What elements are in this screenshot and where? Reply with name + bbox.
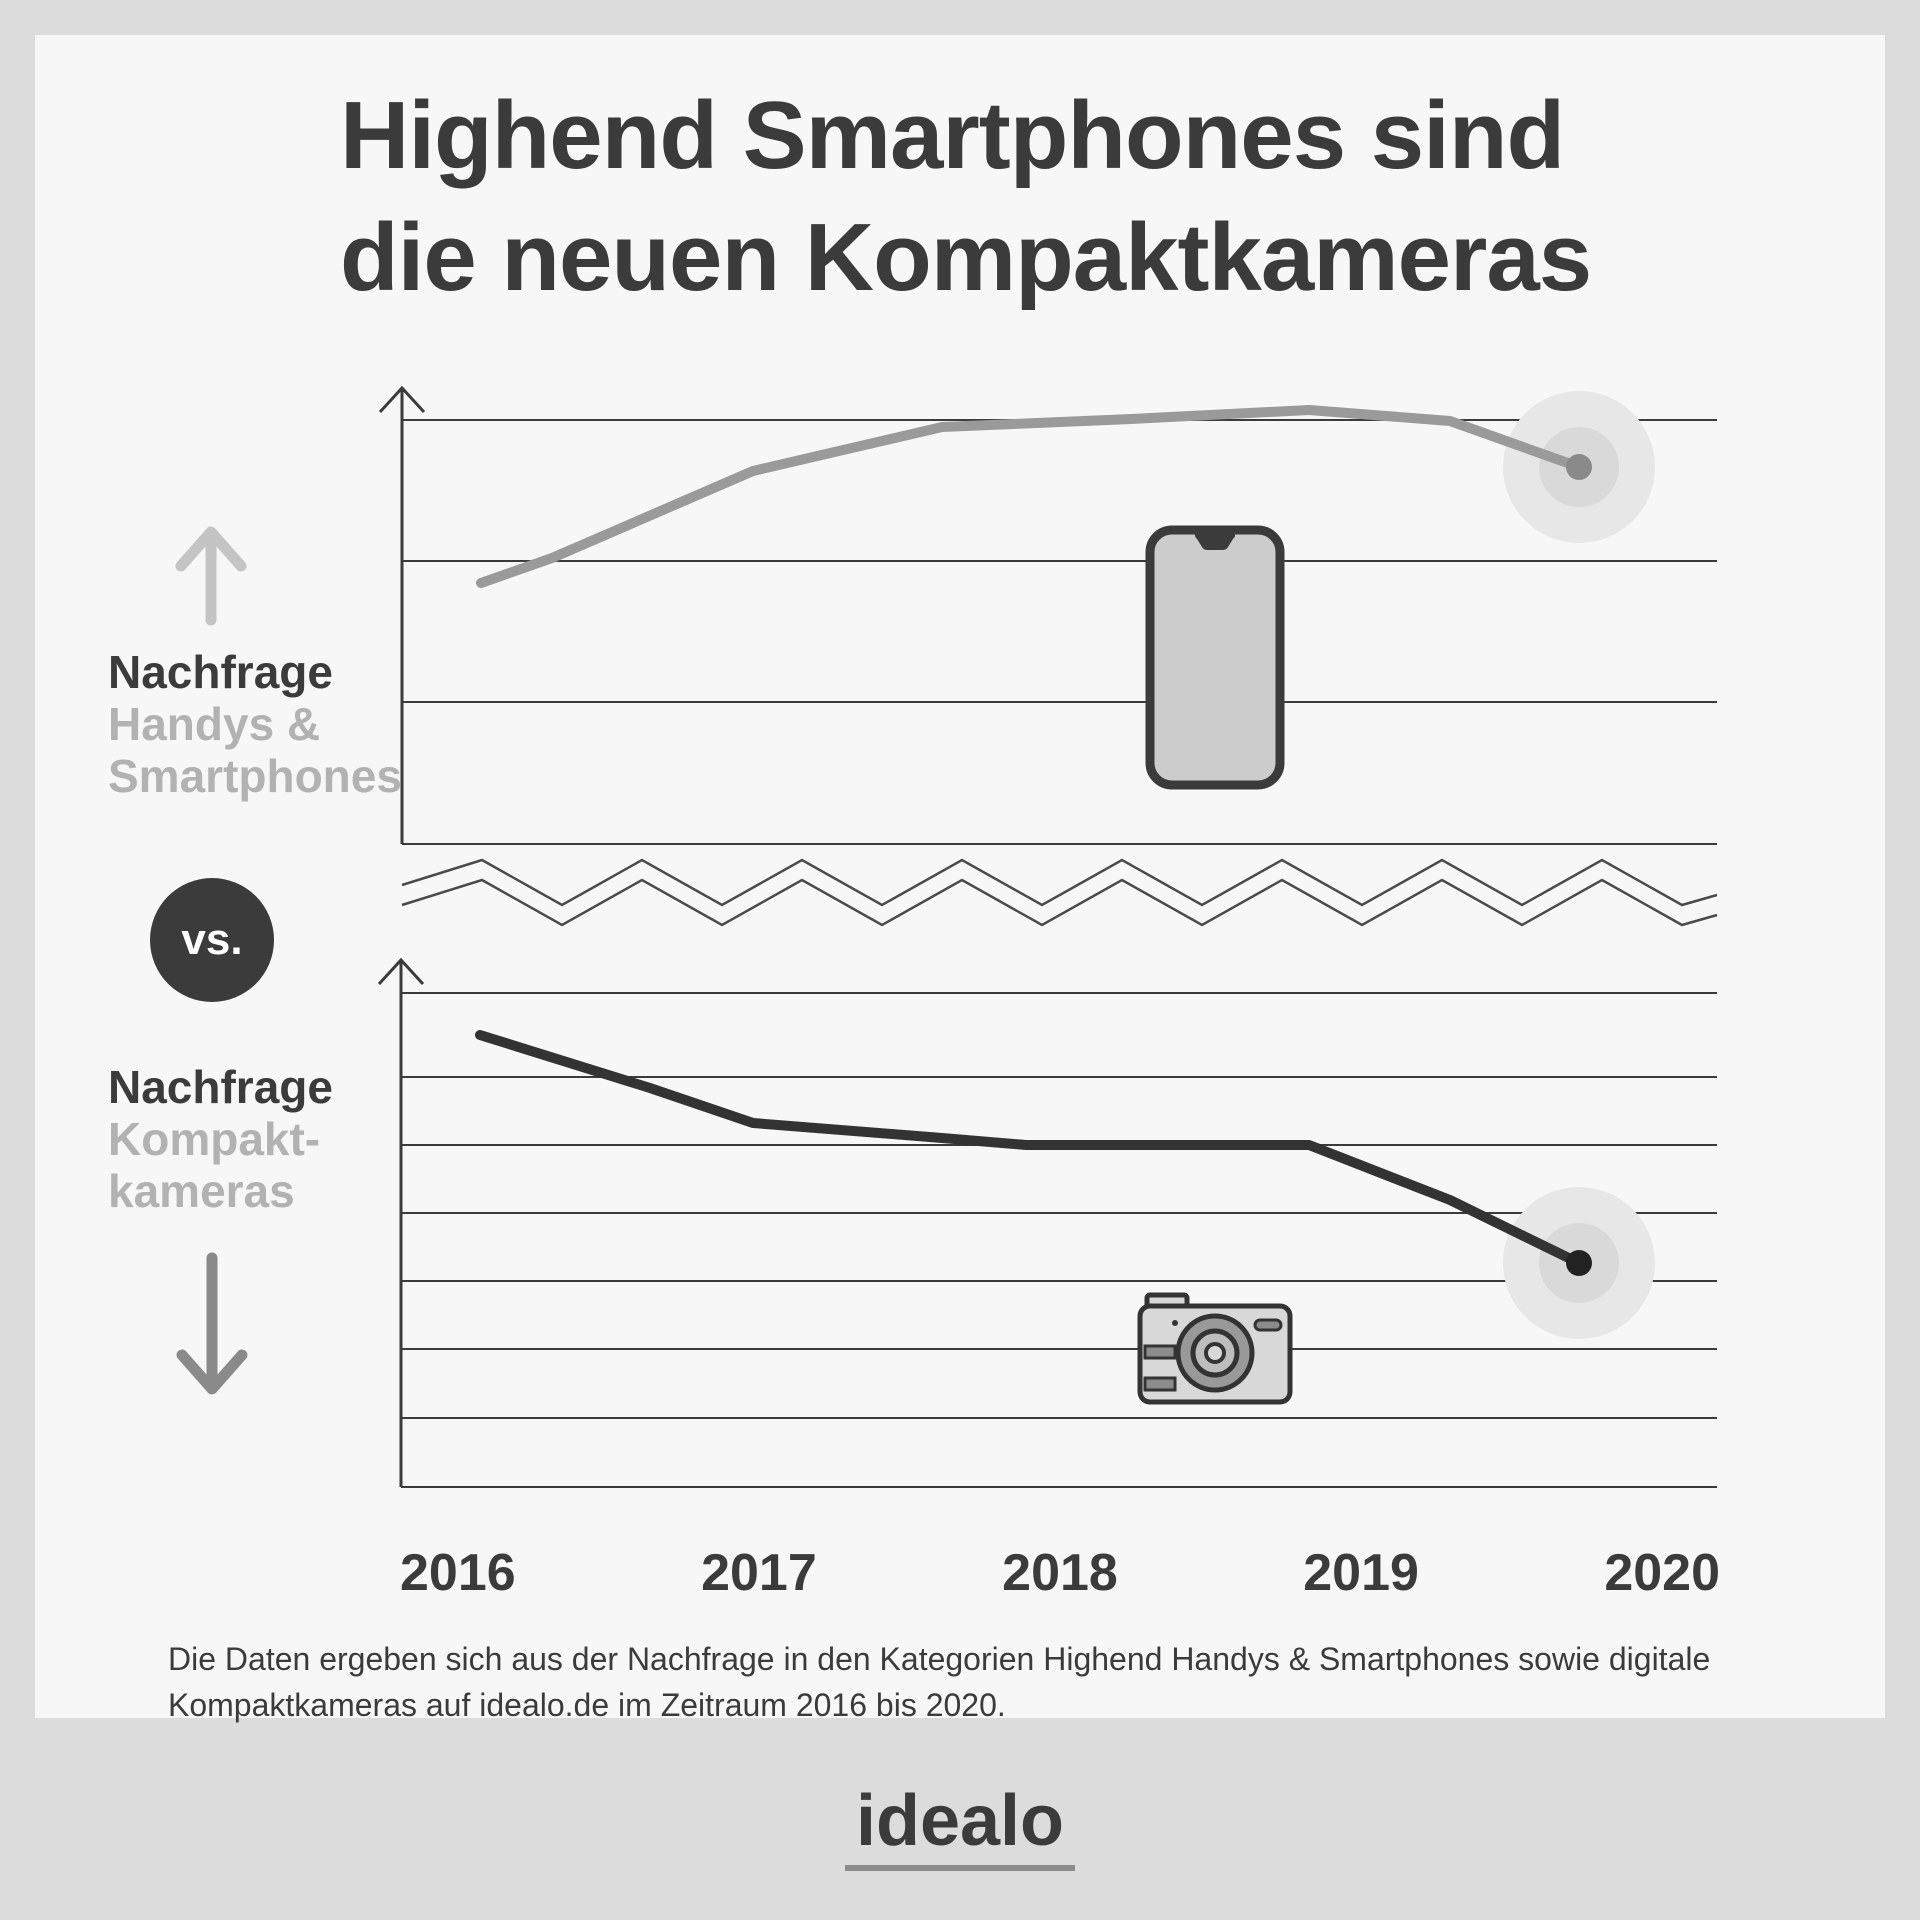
- svg-text:idealo: idealo: [856, 1781, 1064, 1861]
